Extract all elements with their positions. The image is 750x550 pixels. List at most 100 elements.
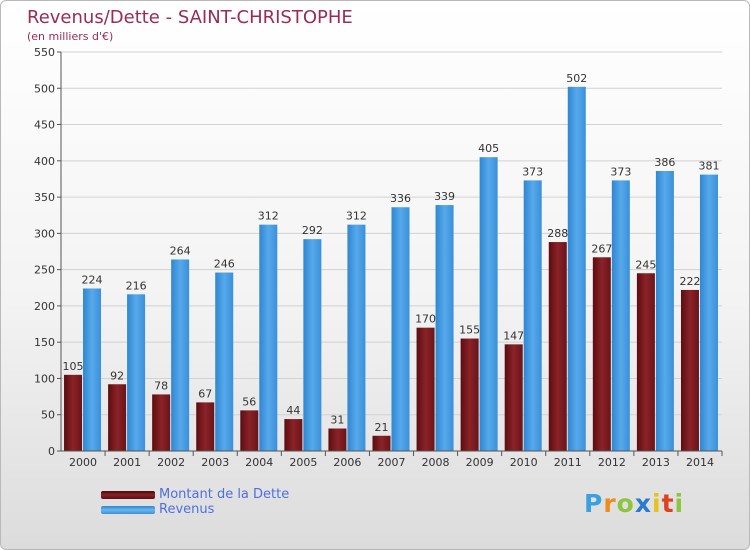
bar-revenus-2001 [127,294,146,451]
value-label-revenus-2001: 216 [126,279,147,292]
bar-dette-2008 [416,327,435,451]
y-tick-label: 0 [48,445,55,458]
bar-dette-2000 [64,374,83,451]
bar-revenus-2002 [171,259,190,451]
logo-letter: x [634,489,652,518]
proxiti-logo: Proxiti [584,489,684,518]
bar-dette-2013 [636,273,655,451]
x-tick-label: 2000 [69,456,97,469]
bar-revenus-2004 [259,224,278,451]
y-tick-label: 350 [34,191,55,204]
value-label-dette-2003: 67 [198,387,212,400]
x-tick-label: 2013 [642,456,670,469]
value-label-dette-2010: 147 [503,329,524,342]
y-tick-label: 300 [34,227,55,240]
x-tick-label: 2010 [510,456,538,469]
legend-label-revenus: Revenus [159,502,215,517]
value-label-revenus-2004: 312 [258,210,279,223]
x-tick-label: 2006 [333,456,361,469]
value-label-dette-2006: 31 [330,414,344,427]
value-label-revenus-2010: 373 [522,165,543,178]
bar-revenus-2008 [435,205,454,451]
chart-title: Revenus/Dette - SAINT-CHRISTOPHE [27,7,353,28]
bar-revenus-2009 [479,157,498,451]
bar-dette-2007 [372,435,391,451]
y-tick-label: 450 [34,119,55,132]
x-tick-label: 2005 [289,456,317,469]
value-label-revenus-2003: 246 [214,258,235,271]
bar-revenus-2012 [611,180,630,451]
bar-revenus-2006 [347,224,366,451]
logo-letter: o [616,489,635,518]
bar-dette-2011 [548,242,567,451]
value-label-dette-2014: 222 [679,275,700,288]
y-tick-label: 550 [34,46,55,59]
bar-revenus-2013 [655,170,674,451]
value-label-dette-2012: 267 [591,242,612,255]
bar-dette-2005 [284,419,303,451]
legend: Montant de la Dette Revenus [101,487,289,517]
value-label-revenus-2009: 405 [478,142,499,155]
y-tick-label: 50 [41,409,55,422]
value-label-dette-2005: 44 [286,404,300,417]
x-tick-label: 2003 [201,456,229,469]
value-label-dette-2004: 56 [242,395,256,408]
y-tick-label: 400 [34,155,55,168]
x-tick-label: 2001 [113,456,141,469]
x-tick-label: 2014 [686,456,714,469]
x-tick-label: 2009 [466,456,494,469]
value-label-dette-2013: 245 [635,258,656,271]
logo-letter: t [661,489,675,518]
value-labels: 105 224 92 216 78 264 67 246 56 312 44 292 31 312 21 33… [63,72,720,434]
x-tick-label: 2012 [598,456,626,469]
legend-label-dette: Montant de la Dette [159,487,290,502]
value-label-dette-2001: 92 [110,369,124,382]
value-label-revenus-2014: 381 [698,160,719,173]
axes: 0 50 100 150 200 250 300 350 400 450 500 550 2000 200… [34,46,723,469]
value-label-revenus-2002: 264 [170,244,191,257]
x-tick-label: 2002 [157,456,185,469]
x-tick-label: 2007 [378,456,406,469]
legend-swatch-revenus [101,505,155,514]
value-label-revenus-2012: 373 [610,165,631,178]
bar-dette-2014 [680,289,699,451]
value-label-revenus-2000: 224 [82,273,103,286]
bar-revenus-2003 [215,272,234,451]
logo-letter: P [584,489,604,518]
y-tick-label: 200 [34,300,55,313]
y-tick-label: 250 [34,264,55,277]
bar-revenus-2007 [391,207,410,451]
bar-dette-2009 [460,338,479,451]
value-label-revenus-2007: 336 [390,192,411,205]
bar-dette-2001 [108,384,127,451]
y-tick-label: 500 [34,82,55,95]
y-tick-label: 100 [34,372,55,385]
bar-dette-2003 [196,402,215,451]
value-label-dette-2000: 105 [63,360,84,373]
logo-letter: i [674,489,685,518]
logo-letter: i [652,489,662,518]
value-label-dette-2011: 288 [547,227,568,240]
value-label-dette-2007: 21 [375,421,389,434]
bar-dette-2012 [592,257,611,451]
bar-revenus-2000 [83,288,102,451]
value-label-dette-2008: 170 [415,313,436,326]
value-label-revenus-2005: 292 [302,224,323,237]
y-tick-label: 150 [34,336,55,349]
bar-revenus-2010 [523,180,542,451]
value-label-dette-2009: 155 [459,324,480,337]
bar-dette-2006 [328,428,347,451]
bar-dette-2002 [152,394,171,451]
value-label-revenus-2011: 502 [566,72,587,85]
logo-letter: r [603,489,617,518]
value-label-revenus-2013: 386 [654,156,675,169]
value-label-revenus-2006: 312 [346,210,367,223]
chart-subtitle: (en milliers d'€) [27,30,114,43]
value-label-dette-2002: 78 [154,379,168,392]
x-tick-label: 2008 [422,456,450,469]
x-tick-label: 2011 [554,456,582,469]
legend-item-revenus: Revenus [101,502,289,517]
legend-item-dette: Montant de la Dette [101,487,289,502]
